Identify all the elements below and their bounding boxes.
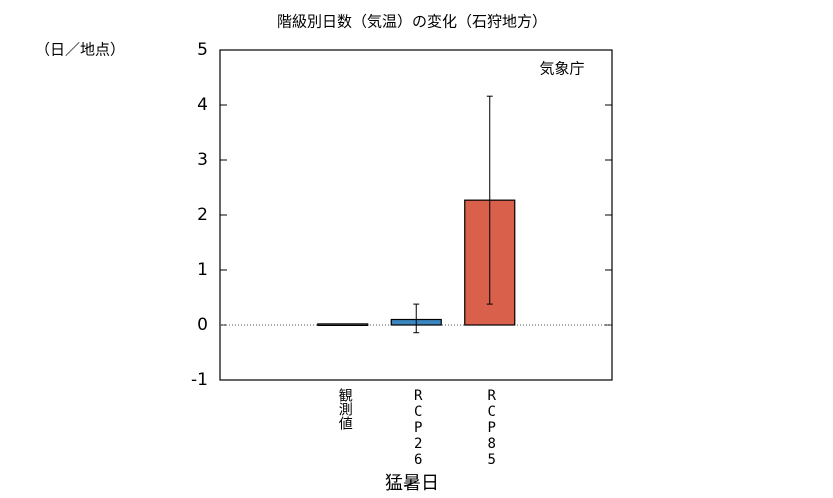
y-tick-label: 3 <box>197 150 208 170</box>
x-axis-label: 猛暑日 <box>385 473 439 494</box>
x-tick-label: RCP26 <box>410 388 427 468</box>
y-tick-label: 2 <box>197 205 208 225</box>
y-tick-label: 4 <box>197 95 208 115</box>
y-tick-label: 5 <box>197 40 208 60</box>
y-tick-label: -1 <box>191 370 208 390</box>
y-tick-label: 1 <box>197 260 208 280</box>
chart-title: 階級別日数（気温）の変化（石狩地方） <box>277 13 547 31</box>
x-tick-label: 観測値 <box>336 388 353 430</box>
y-unit-label: （日／地点） <box>35 41 125 59</box>
x-tick-label: RCP85 <box>483 388 500 468</box>
y-tick-label: 0 <box>197 315 208 335</box>
bar <box>317 323 369 326</box>
annotation: 気象庁 <box>539 60 584 78</box>
